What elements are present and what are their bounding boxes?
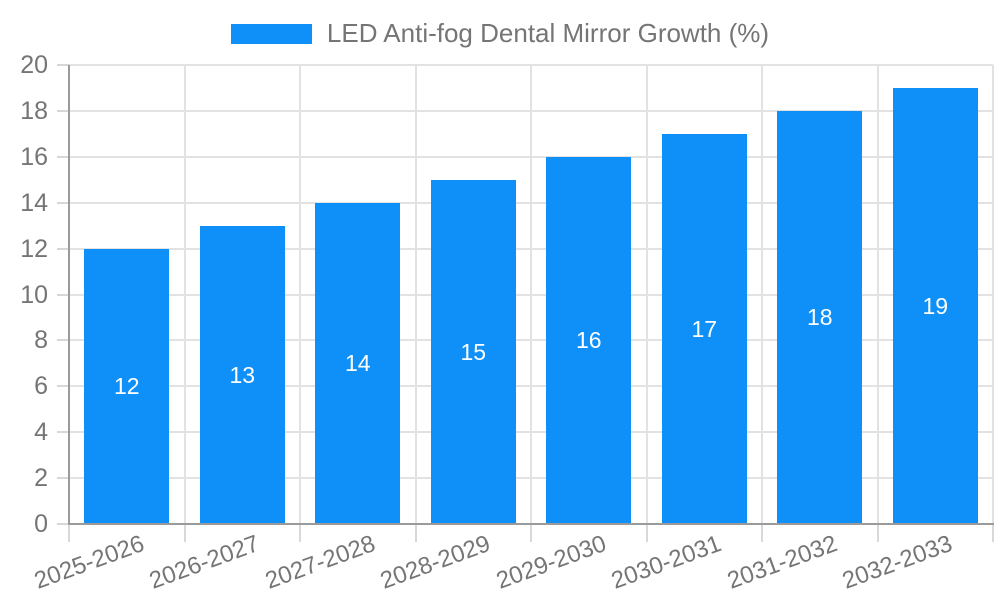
y-axis-tick [57, 201, 69, 204]
bar [199, 225, 285, 523]
x-gridline [299, 65, 301, 524]
y-axis-tick-label: 20 [20, 51, 48, 79]
y-axis-tick-label: 16 [20, 142, 48, 171]
y-axis-tick-label: 8 [34, 326, 48, 355]
x-axis-line [68, 523, 994, 525]
x-gridline [645, 65, 648, 524]
x-axis-tick [876, 524, 879, 542]
x-axis-tick [414, 524, 417, 542]
x-gridline [530, 65, 532, 524]
x-axis-tick [645, 524, 648, 542]
y-axis-tick-label: 2 [34, 464, 48, 493]
x-axis-tick-label: 2028-2029 [377, 530, 495, 595]
bar-value-label: 14 [344, 350, 371, 377]
y-axis-tick [57, 293, 69, 296]
y-axis-tick-label: 6 [34, 372, 48, 401]
x-axis-tick [530, 524, 532, 542]
y-axis-tick [57, 431, 69, 434]
y-axis-tick-label: 10 [20, 280, 48, 309]
x-axis-tick [992, 524, 994, 542]
bar [430, 179, 516, 523]
x-gridline [876, 65, 879, 524]
y-axis-tick [57, 64, 69, 66]
bar [777, 110, 863, 523]
bar [315, 202, 401, 523]
y-axis-tick-label: 4 [34, 418, 48, 447]
y-axis-tick [57, 385, 69, 388]
bar-value-label: 16 [575, 327, 602, 354]
x-gridline [183, 65, 186, 524]
x-axis-tick-label: 2030-2031 [608, 530, 726, 595]
y-axis-tick [57, 339, 69, 342]
x-axis-tick [299, 524, 301, 542]
bar-value-label: 13 [229, 361, 256, 388]
x-axis-tick-label: 2032-2033 [839, 530, 957, 595]
y-axis-tick [57, 523, 69, 525]
bar-value-label: 19 [922, 292, 949, 319]
y-axis-line [68, 65, 70, 524]
x-axis-tick [761, 524, 763, 542]
bar [661, 133, 747, 523]
x-gridline [761, 65, 763, 524]
bar-value-label: 18 [806, 304, 833, 331]
bar [892, 87, 978, 523]
bar [546, 156, 632, 523]
bar [84, 248, 170, 523]
bar-value-label: 15 [460, 338, 487, 365]
x-axis-tick [68, 524, 70, 542]
bar-value-label: 17 [691, 315, 718, 342]
legend[interactable]: LED Anti-fog Dental Mirror Growth (%) [0, 18, 1000, 49]
y-axis-tick [57, 247, 69, 250]
legend-swatch-icon [230, 23, 312, 44]
x-axis-tick-label: 2026-2027 [146, 530, 264, 595]
y-axis-tick [57, 477, 69, 480]
y-axis-tick-label: 14 [20, 188, 48, 217]
y-axis-tick [57, 155, 69, 158]
x-axis-tick [183, 524, 186, 542]
bar-value-label: 12 [113, 373, 140, 400]
y-axis-tick-label: 18 [20, 96, 48, 125]
x-gridline [992, 65, 994, 524]
y-axis-tick-label: 0 [34, 510, 48, 538]
y-axis-tick [57, 109, 69, 112]
y-axis-tick-label: 12 [20, 234, 48, 263]
x-gridline [414, 65, 417, 524]
legend-label: LED Anti-fog Dental Mirror Growth (%) [326, 18, 770, 48]
